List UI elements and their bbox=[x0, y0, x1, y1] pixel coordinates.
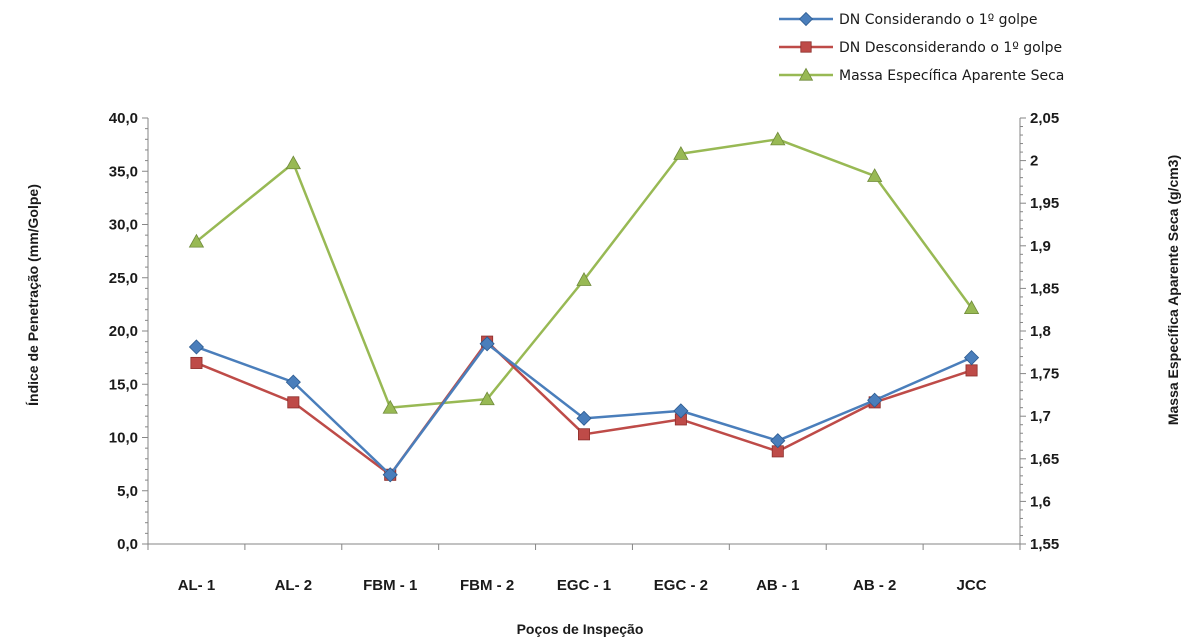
data-point bbox=[965, 364, 978, 377]
data-point bbox=[188, 233, 205, 248]
data-point bbox=[190, 356, 203, 369]
data-point bbox=[576, 272, 592, 286]
left-tick-label: 25,0 bbox=[109, 270, 138, 287]
data-point bbox=[673, 403, 689, 419]
series-3 bbox=[188, 131, 980, 414]
x-tick-label: AB - 2 bbox=[853, 577, 896, 594]
legend-swatch-marker bbox=[800, 41, 812, 53]
legend-item: Massa Específica Aparente Seca bbox=[779, 67, 1064, 84]
right-tick-label: 1,6 bbox=[1030, 493, 1051, 510]
data-point bbox=[382, 399, 398, 414]
right-tick-label: 2 bbox=[1030, 153, 1038, 170]
data-point bbox=[770, 131, 786, 146]
right-tick-label: 2,05 bbox=[1030, 110, 1059, 127]
right-tick-label: 1,7 bbox=[1030, 408, 1051, 425]
legend: DN Considerando o 1º golpe DN Desconsider… bbox=[779, 11, 1064, 84]
x-tick-label: EGC - 1 bbox=[557, 577, 611, 594]
data-point bbox=[578, 428, 591, 441]
x-axis-title: Poços de Inspeção bbox=[517, 621, 644, 637]
x-tick-label: AB - 1 bbox=[756, 577, 799, 594]
legend-label: DN Considerando o 1º golpe bbox=[839, 12, 1038, 28]
series-line bbox=[196, 342, 973, 477]
legend-item: DN Considerando o 1º golpe bbox=[779, 11, 1038, 28]
data-point bbox=[382, 467, 398, 483]
x-tick-label: AL- 1 bbox=[178, 577, 216, 594]
data-point bbox=[479, 336, 495, 352]
ticks: 0,0 5,0 10,0 15,0 20,0 25,0 30,0 35,0 40,0 1,55 1,… bbox=[109, 110, 1059, 594]
right-tick-label: 1,95 bbox=[1030, 195, 1059, 212]
data-point bbox=[866, 168, 883, 182]
data-point bbox=[285, 374, 301, 390]
data-point bbox=[479, 391, 495, 406]
data-point bbox=[285, 155, 302, 170]
left-tick-label: 20,0 bbox=[109, 323, 138, 340]
left-tick-label: 0,0 bbox=[117, 536, 138, 553]
x-tick-label: AL- 2 bbox=[275, 577, 313, 594]
legend-label: DN Desconsiderando o 1º golpe bbox=[839, 40, 1062, 56]
data-point bbox=[963, 350, 980, 366]
series-2 bbox=[190, 335, 978, 481]
left-tick-label: 10,0 bbox=[109, 430, 138, 447]
right-tick-label: 1,9 bbox=[1030, 238, 1051, 255]
right-tick-label: 1,75 bbox=[1030, 366, 1059, 383]
data-point bbox=[673, 145, 689, 160]
left-tick-label: 30,0 bbox=[109, 217, 138, 234]
left-tick-label: 40,0 bbox=[109, 110, 138, 127]
data-point bbox=[770, 433, 786, 449]
y-axis-title: Índice de Penetração (mm/Golpe) bbox=[25, 184, 41, 406]
x-tick-label: EGC - 2 bbox=[654, 577, 708, 594]
series-layer bbox=[188, 131, 980, 483]
legend-swatch-marker bbox=[798, 11, 814, 27]
legend-swatch-marker bbox=[798, 67, 814, 81]
right-tick-label: 1,85 bbox=[1030, 280, 1059, 297]
data-point bbox=[287, 396, 300, 409]
data-point bbox=[188, 339, 205, 355]
legend-label: Massa Específica Aparente Seca bbox=[839, 68, 1064, 84]
series-1 bbox=[188, 336, 980, 483]
x-tick-label: JCC bbox=[957, 577, 987, 594]
left-tick-label: 15,0 bbox=[109, 376, 138, 393]
left-tick-label: 5,0 bbox=[117, 483, 138, 500]
data-point bbox=[867, 392, 883, 408]
y2-axis-title: Massa Específica Aparente Seca (g/cm3) bbox=[1165, 155, 1181, 425]
data-point bbox=[576, 410, 592, 426]
right-tick-label: 1,55 bbox=[1030, 536, 1059, 553]
right-tick-label: 1,65 bbox=[1030, 451, 1059, 468]
x-tick-label: FBM - 1 bbox=[363, 577, 417, 594]
data-point bbox=[963, 300, 980, 314]
right-tick-label: 1,8 bbox=[1030, 323, 1051, 340]
legend-item: DN Desconsiderando o 1º golpe bbox=[779, 40, 1062, 56]
axes bbox=[142, 117, 1026, 550]
left-tick-label: 35,0 bbox=[109, 163, 138, 180]
x-tick-label: FBM - 2 bbox=[460, 577, 514, 594]
